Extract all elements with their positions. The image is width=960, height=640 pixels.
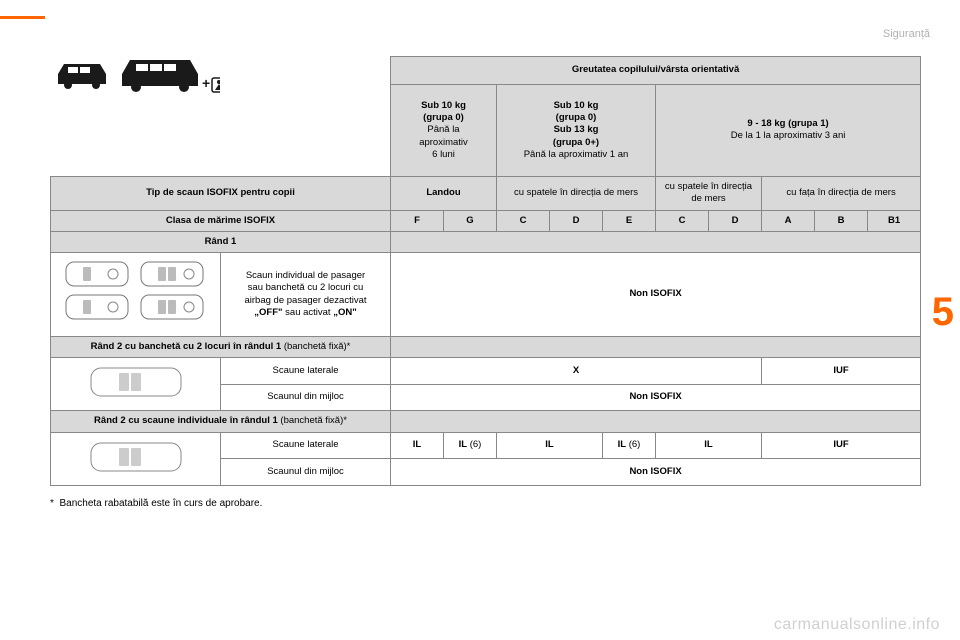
row2a-header: Rând 2 cu banchetă cu 2 locuri în rândul…	[51, 336, 391, 357]
row2b-c6: IUF	[762, 432, 921, 459]
size-E: E	[603, 210, 656, 231]
size-A: A	[762, 210, 815, 231]
van-icons: +	[50, 56, 230, 116]
size-B1: B1	[868, 210, 921, 231]
size-B: B	[815, 210, 868, 231]
group-0plus: Sub 10 kg (grupa 0) Sub 13 kg (grupa 0+)…	[497, 84, 656, 176]
row1-car-diagrams	[51, 253, 221, 336]
row2b-c4: IL (6)	[603, 432, 656, 459]
row1-blank	[391, 232, 921, 253]
chapter-number: 5	[932, 290, 954, 335]
row2b-lateral-label: Scaune laterale	[221, 432, 391, 459]
row2b-diagram	[51, 432, 221, 485]
row2b-blank	[391, 411, 921, 432]
size-class-label: Clasa de mărime ISOFIX	[51, 210, 391, 231]
seat-type-rear2: cu spatele în direcția de mers	[656, 177, 762, 211]
svg-text:+: +	[202, 75, 210, 91]
row2b-middle-value: Non ISOFIX	[391, 459, 921, 486]
top-accent-bar	[0, 16, 45, 19]
watermark: carmanualsonline.info	[774, 616, 940, 634]
row2a-diagram	[51, 358, 221, 411]
size-D2: D	[709, 210, 762, 231]
group-1: 9 - 18 kg (grupa 1) De la 1 la aproximat…	[656, 84, 921, 176]
seat-type-forward: cu fața în direcția de mers	[762, 177, 921, 211]
section-header: Siguranță	[883, 28, 930, 40]
isofix-table: Greutatea copilului/vârsta orientativă S…	[50, 56, 921, 486]
row2a-lateral-x: X	[391, 358, 762, 385]
row2b-c1: IL	[391, 432, 444, 459]
size-C2: C	[656, 210, 709, 231]
seat-type-rear1: cu spatele în direcția de mers	[497, 177, 656, 211]
row1-value: Non ISOFIX	[391, 253, 921, 336]
main-content: + Greutatea copilului/vârsta orientativă…	[50, 56, 920, 509]
size-D1: D	[550, 210, 603, 231]
row2b-middle-label: Scaunul din mijloc	[221, 459, 391, 486]
footnote: * Bancheta rabatabilă este în curs de ap…	[50, 498, 920, 509]
row2a-middle-label: Scaunul din mijloc	[221, 384, 391, 411]
weight-header: Greutatea copilului/vârsta orientativă	[391, 57, 921, 85]
size-C1: C	[497, 210, 550, 231]
seat-type-landou: Landou	[391, 177, 497, 211]
seat-type-label: Tip de scaun ISOFIX pentru copii	[51, 177, 391, 211]
row2a-lateral-iuf: IUF	[762, 358, 921, 385]
group-0: Sub 10 kg (grupa 0) Până la aproximativ …	[391, 84, 497, 176]
size-F: F	[391, 210, 444, 231]
row2a-blank	[391, 336, 921, 357]
size-G: G	[444, 210, 497, 231]
row2b-header: Rând 2 cu scaune individuale în rândul 1…	[51, 411, 391, 432]
row2a-lateral-label: Scaune laterale	[221, 358, 391, 385]
row1-desc: Scaun individual de pasager sau banchetă…	[221, 253, 391, 336]
row2b-c2: IL (6)	[444, 432, 497, 459]
row1-header: Rând 1	[51, 232, 391, 253]
row2a-middle-value: Non ISOFIX	[391, 384, 921, 411]
row2b-c3: IL	[497, 432, 603, 459]
row2b-c5: IL	[656, 432, 762, 459]
